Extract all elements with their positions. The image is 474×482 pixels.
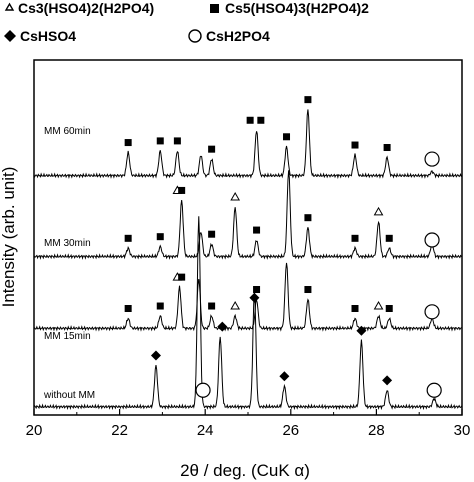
trace-label-1: MM 15min xyxy=(44,331,91,342)
legend-entry-diamond: CsHSO4 xyxy=(4,28,76,44)
legend: Cs3(HSO4)2(H2PO4) Cs5(HSO4)3(H2PO4)2 CsH… xyxy=(4,0,369,44)
marker-diamond-0-4 xyxy=(279,371,289,381)
legend-triangle-marker xyxy=(6,4,13,10)
marker-square-1-0 xyxy=(125,305,132,312)
legend-diamond-marker xyxy=(4,30,16,42)
marker-square-3-9 xyxy=(384,144,391,151)
legend-circle-marker xyxy=(189,30,201,42)
y-axis-title: Intensity (arb. unit) xyxy=(0,167,18,308)
marker-square-2-3 xyxy=(178,187,185,194)
marker-triangle-1-5 xyxy=(231,302,239,309)
marker-square-3-1 xyxy=(157,137,164,144)
marker-square-2-0 xyxy=(125,235,132,242)
marker-square-3-6 xyxy=(283,133,290,140)
trace-label-0: without MM xyxy=(43,390,95,401)
x-tick-label-26: 26 xyxy=(282,422,299,439)
marker-square-3-8 xyxy=(352,142,359,149)
marker-square-3-7 xyxy=(304,96,311,103)
marker-diamond-0-2 xyxy=(217,322,227,332)
trace-0 xyxy=(34,216,462,408)
trace-label-3: MM 60min xyxy=(44,126,91,137)
marker-square-1-4 xyxy=(208,303,215,310)
marker-square-3-4 xyxy=(247,117,254,124)
plot-frame xyxy=(34,60,462,415)
marker-square-2-4 xyxy=(208,231,215,238)
traces: without MM MM 15min MM 30min MM 60min xyxy=(34,109,462,408)
trace-label-2: MM 30min xyxy=(44,238,91,249)
trace-2 xyxy=(34,170,462,258)
marker-square-2-6 xyxy=(253,227,260,234)
legend-label-square: Cs5(HSO4)3(H2PO4)2 xyxy=(225,0,369,16)
marker-circle-1-11 xyxy=(425,305,439,319)
marker-triangle-2-5 xyxy=(231,193,239,200)
marker-diamond-0-6 xyxy=(382,375,392,385)
marker-square-1-6 xyxy=(253,286,260,293)
marker-circle-0-7 xyxy=(427,383,441,397)
marker-diamond-0-0 xyxy=(151,351,161,361)
legend-label-circle: CsH2PO4 xyxy=(206,28,270,44)
x-axis: 20 22 24 26 28 30 xyxy=(26,409,471,439)
x-tick-label-30: 30 xyxy=(454,422,471,439)
marker-diamond-0-5 xyxy=(356,326,366,336)
trace-1 xyxy=(34,263,462,330)
legend-entry-triangle: Cs3(HSO4)2(H2PO4) xyxy=(6,0,154,16)
marker-square-2-7 xyxy=(304,214,311,221)
marker-circle-0-1 xyxy=(196,383,210,397)
x-tick-label-22: 22 xyxy=(111,422,128,439)
marker-square-3-3 xyxy=(208,146,215,153)
marker-triangle-2-9 xyxy=(375,208,383,215)
marker-circle-2-11 xyxy=(425,233,439,247)
x-tick-label-24: 24 xyxy=(197,422,214,439)
legend-label-diamond: CsHSO4 xyxy=(20,28,76,44)
phase-markers xyxy=(125,96,442,397)
x-tick-label-20: 20 xyxy=(26,422,43,439)
marker-square-2-1 xyxy=(157,233,164,240)
marker-square-2-10 xyxy=(386,235,393,242)
x-tick-label-28: 28 xyxy=(368,422,385,439)
marker-square-3-5 xyxy=(257,117,264,124)
marker-triangle-1-9 xyxy=(375,302,383,309)
marker-square-3-2 xyxy=(174,137,181,144)
legend-label-triangle: Cs3(HSO4)2(H2PO4) xyxy=(18,0,154,16)
legend-square-marker xyxy=(210,4,219,13)
marker-square-1-10 xyxy=(386,305,393,312)
marker-square-1-7 xyxy=(304,286,311,293)
marker-square-1-1 xyxy=(157,303,164,310)
legend-entry-circle: CsH2PO4 xyxy=(189,28,270,44)
legend-entry-square: Cs5(HSO4)3(H2PO4)2 xyxy=(210,0,369,16)
marker-square-3-0 xyxy=(125,139,132,146)
marker-square-1-8 xyxy=(352,305,359,312)
marker-circle-3-10 xyxy=(425,152,439,166)
x-axis-title: 2θ / deg. (CuK α) xyxy=(180,461,310,480)
marker-diamond-0-3 xyxy=(249,293,259,303)
marker-square-1-3 xyxy=(178,274,185,281)
marker-square-2-8 xyxy=(352,235,359,242)
